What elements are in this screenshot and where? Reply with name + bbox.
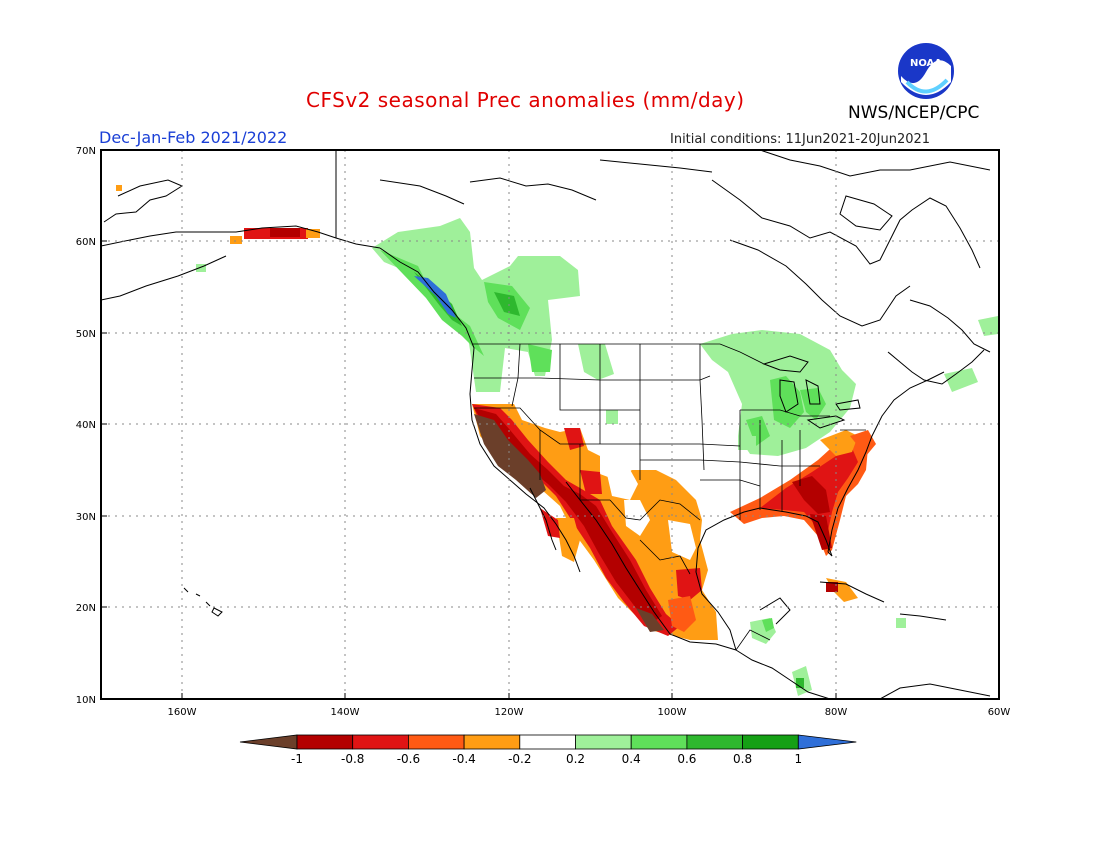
anomaly-shading xyxy=(116,185,998,696)
colorbar-segment xyxy=(296,734,354,750)
agency-label: NWS/NCEP/CPC xyxy=(848,103,980,123)
coastlines xyxy=(101,150,991,699)
gridlines xyxy=(101,150,999,699)
initial-conditions-label: Initial conditions: 11Jun2021-20Jun2021 xyxy=(670,132,931,147)
lon-label-120w: 120W xyxy=(495,707,524,718)
map-title: CFSv2 seasonal Prec anomalies (mm/day) xyxy=(306,88,745,112)
lon-label-60w: 60W xyxy=(988,707,1011,718)
lat-label-70n: 70N xyxy=(76,146,96,157)
colorbar-label: -1 xyxy=(291,752,303,766)
colorbar-segment xyxy=(742,734,799,750)
lat-label-60n: 60N xyxy=(76,237,96,248)
lon-label-100w: 100W xyxy=(658,707,687,718)
season-label: Dec-Jan-Feb 2021/2022 xyxy=(99,128,288,147)
colorbar-segment xyxy=(686,734,744,750)
colorbar-label: -0.8 xyxy=(341,752,364,766)
colorbar-segment xyxy=(463,734,521,750)
lat-label-40n: 40N xyxy=(76,420,96,431)
colorbar-segment xyxy=(407,734,465,750)
lat-label-50n: 50N xyxy=(76,329,96,340)
colorbar-label: 0.6 xyxy=(677,752,696,766)
lon-label-160w: 160W xyxy=(168,707,197,718)
colorbar-segment xyxy=(352,734,409,750)
colorbar-label: -0.4 xyxy=(452,752,475,766)
colorbar-segment xyxy=(630,734,688,750)
tick-marks xyxy=(101,149,1000,700)
logo-text: NOAA xyxy=(910,58,942,69)
colorbar-segment xyxy=(575,734,632,750)
colorbar-label: -0.2 xyxy=(508,752,531,766)
colorbar: -1 -0.8 -0.6 -0.4 -0.2 0.2 0.4 0.6 0.8 1 xyxy=(239,734,857,766)
lat-label-30n: 30N xyxy=(76,512,96,523)
political-borders xyxy=(472,343,866,651)
colorbar-label: 1 xyxy=(794,752,802,766)
noaa-logo: NOAA xyxy=(898,43,954,99)
colorbar-label: 0.8 xyxy=(733,752,752,766)
colorbar-arrow-low xyxy=(239,734,298,750)
lat-label-10n: 10N xyxy=(76,695,96,706)
colorbar-label: -0.6 xyxy=(397,752,420,766)
colorbar-label: 0.2 xyxy=(566,752,585,766)
lon-label-140w: 140W xyxy=(331,707,360,718)
colorbar-label: 0.4 xyxy=(622,752,641,766)
colorbar-arrow-high xyxy=(797,734,857,750)
lat-label-20n: 20N xyxy=(76,603,96,614)
colorbar-segment xyxy=(519,734,576,750)
lon-label-80w: 80W xyxy=(825,707,848,718)
